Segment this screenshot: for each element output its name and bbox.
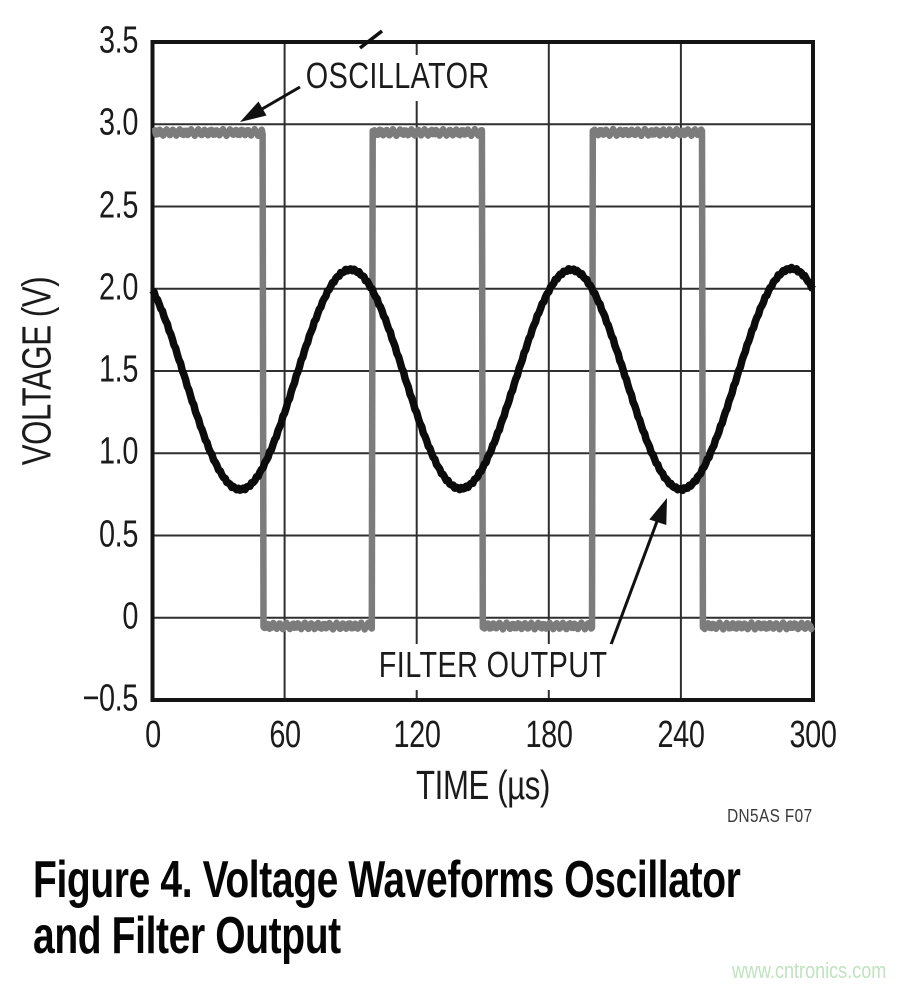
figure-caption: Figure 4. Voltage Waveforms Oscillator a…: [33, 851, 741, 966]
y-tick-label: 3.0: [98, 101, 138, 144]
x-tick-label: 180: [525, 714, 573, 756]
x-tick-label: 300: [789, 714, 837, 756]
oscillator-annotation-label: OSCILLATOR: [301, 55, 495, 101]
x-tick-label: 60: [268, 714, 301, 756]
filter-output-arrow-line: [607, 515, 661, 651]
watermark: www.cntronics.com: [731, 958, 886, 983]
x-axis-title: TIME (µs): [416, 762, 550, 808]
x-tick-label: 120: [393, 714, 441, 756]
plot-border: [150, 40, 815, 702]
y-axis-title: VOLTAGE (V): [13, 276, 60, 466]
y-tick-label: 1.5: [98, 348, 138, 391]
oscillator-waveform: [150, 125, 816, 633]
y-tick-label: 2.0: [98, 266, 138, 309]
caption-line-1: Figure 4. Voltage Waveforms Oscillator: [33, 851, 741, 909]
caption-line-2: and Filter Output: [33, 907, 341, 966]
top-border-stub-line: [358, 29, 384, 50]
oscillator-arrowhead-icon: [240, 101, 267, 122]
filter-output-annotation-label: FILTER OUTPUT: [374, 644, 613, 690]
y-tick-label: 3.5: [98, 19, 138, 62]
figure-credit: DN5AS F07: [727, 806, 813, 826]
y-tick-label: 0: [122, 595, 138, 638]
waveform-chart: [149, 29, 816, 702]
filter-output-arrowhead-icon: [649, 498, 667, 525]
x-tick-label: 240: [657, 714, 705, 756]
y-tick-label: 1.0: [98, 430, 138, 473]
filter-output-waveform: [149, 263, 816, 495]
y-tick-label: 0.5: [98, 513, 138, 556]
y-tick-label: −0.5: [82, 677, 138, 720]
y-tick-label: 2.5: [98, 184, 138, 227]
x-tick-label: 0: [144, 714, 161, 756]
